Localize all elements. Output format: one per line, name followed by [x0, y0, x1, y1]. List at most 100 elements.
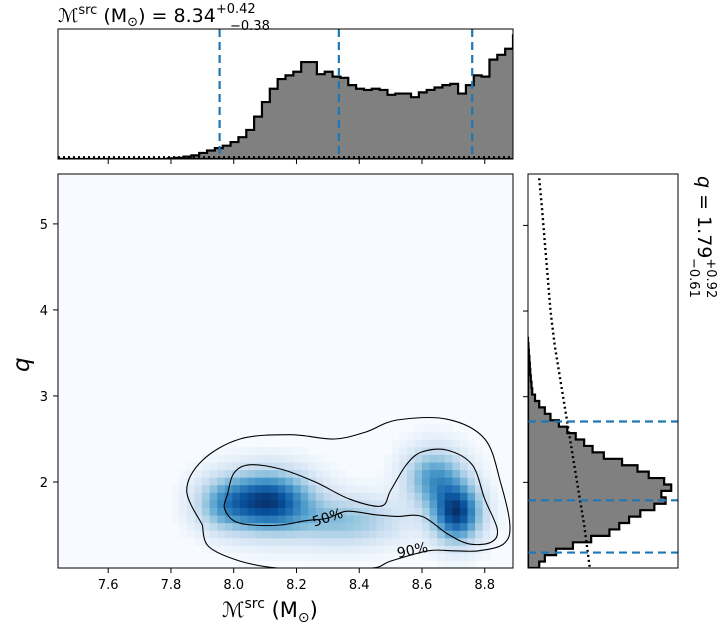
right-title-value: = 1.79: [693, 188, 715, 258]
heatmap-cell: [270, 469, 279, 478]
heatmap-cell: [338, 545, 347, 554]
heatmap-cell: [217, 446, 226, 455]
heatmap-cell: [467, 469, 476, 478]
heatmap-cell: [467, 461, 476, 471]
heatmap-cell: [452, 477, 461, 486]
heatmap-cell: [240, 545, 249, 554]
heatmap-cell: [437, 461, 446, 471]
heatmap-cell: [406, 545, 416, 554]
heatmap-cell: [353, 484, 362, 493]
heatmap-cell: [179, 499, 188, 508]
heatmap-cell: [368, 545, 378, 554]
heatmap-cell: [346, 530, 355, 539]
heatmap-cell: [285, 545, 294, 554]
heatmap-cell: [429, 484, 438, 493]
heatmap-cell: [346, 484, 355, 493]
contour-90pct: [186, 416, 511, 568]
heatmap-cell: [308, 492, 317, 501]
heatmap-cell: [361, 507, 370, 516]
x-tick-label: 8.0: [223, 578, 244, 593]
heatmap-cell: [323, 522, 332, 531]
heatmap-cell: [475, 492, 484, 501]
heatmap-cell: [444, 461, 453, 471]
heatmap-cell: [224, 537, 234, 546]
heatmap-cell: [293, 461, 302, 471]
heatmap-cell: [285, 454, 294, 463]
heatmap-cell: [262, 492, 271, 501]
heatmap-cell: [444, 454, 453, 463]
heatmap-cell: [406, 484, 416, 493]
heatmap-cell: [247, 530, 256, 539]
heatmap-cell: [338, 514, 347, 524]
heatmap-cell: [255, 484, 264, 493]
heatmap-cell: [429, 469, 438, 478]
heatmap-cell: [277, 469, 287, 478]
heatmap-cell: [490, 530, 499, 539]
heatmap-cell: [429, 424, 438, 433]
heatmap-cell: [399, 499, 408, 508]
heatmap-cell: [406, 514, 416, 524]
heatmap-cell: [171, 492, 180, 501]
heatmap-cell: [444, 514, 453, 524]
heatmap-cell: [361, 514, 370, 524]
heatmap-cell: [315, 469, 325, 478]
heatmap-cell: [459, 560, 469, 568]
heatmap-cell: [300, 514, 309, 524]
heatmap-cell: [300, 537, 309, 546]
heatmap-cell: [346, 522, 355, 531]
top-marginal-panel: ℳsrc (M⊙) = 8.34+0.42 −0.38: [57, 2, 514, 164]
heatmap-cell: [467, 530, 476, 539]
right-quantile-lines: [528, 420, 678, 554]
heatmap-cell: [399, 446, 408, 455]
heatmap-cell: [459, 431, 469, 440]
heatmap-cell: [467, 454, 476, 463]
heatmap-cell: [224, 492, 234, 501]
y-tick-label: 3: [40, 390, 48, 405]
heatmap-cell: [437, 484, 446, 493]
heatmap-cell: [422, 499, 431, 508]
heatmap-cell: [482, 454, 491, 463]
heatmap-cell: [247, 514, 256, 524]
right-title-err-minus: −0.61: [686, 258, 701, 298]
heatmap-cell: [437, 477, 446, 486]
heatmap-cell: [323, 492, 332, 501]
heatmap-cell: [452, 537, 461, 546]
heatmap-cell: [308, 552, 317, 562]
heatmap-cell: [391, 454, 400, 463]
heatmap-cell: [217, 522, 226, 531]
heatmap-cell: [422, 439, 431, 448]
heatmap-cell: [217, 461, 226, 471]
heatmap-cell: [255, 499, 264, 508]
heatmap-cell: [224, 530, 234, 539]
heatmap-cell: [202, 454, 211, 463]
heatmap-cell: [452, 545, 461, 554]
heatmap-cell: [406, 446, 416, 455]
heatmap-cell: [467, 552, 476, 562]
x-axis-label: ℳsrc (M⊙): [222, 596, 318, 626]
heatmap-cell: [186, 530, 196, 539]
heatmap-cell: [467, 560, 476, 568]
heatmap-cell: [376, 484, 385, 493]
heatmap-cell: [406, 469, 416, 478]
heatmap-cell: [247, 469, 256, 478]
heatmap-cell: [217, 469, 226, 478]
heatmap-cell: [202, 499, 211, 508]
heatmap-cell: [414, 469, 423, 478]
heatmap-cell: [240, 499, 249, 508]
heatmap-cell: [300, 492, 309, 501]
heatmap-cell: [209, 461, 218, 471]
heatmap-cell: [194, 492, 203, 501]
heatmap-cell: [247, 484, 256, 493]
x-tick-label: 8.8: [474, 578, 495, 593]
heatmap-cell: [209, 469, 218, 478]
heatmap-cell: [368, 492, 378, 501]
heatmap-cell: [414, 522, 423, 531]
heatmap-cell: [368, 522, 378, 531]
heatmap-cell: [467, 522, 476, 531]
heatmap-cell: [194, 477, 203, 486]
heatmap-cell: [240, 537, 249, 546]
heatmap-cell: [475, 552, 484, 562]
heatmap-cell: [452, 522, 461, 531]
heatmap-cell: [262, 522, 271, 531]
heatmap-cell: [285, 484, 294, 493]
